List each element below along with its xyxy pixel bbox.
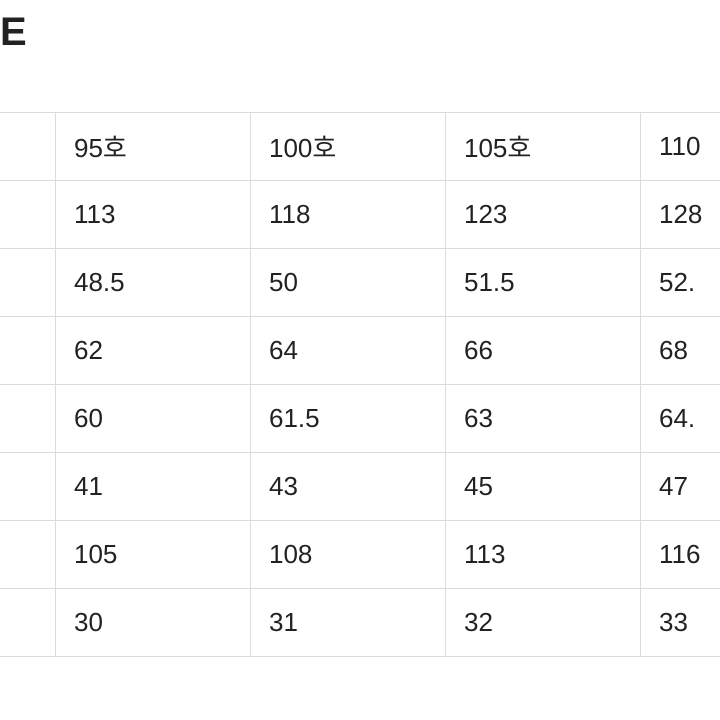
table-cell: 105 [56, 521, 251, 589]
table-cell: 118 [251, 181, 446, 249]
table-cell: 60 [56, 385, 251, 453]
table-cell: 51.5 [446, 249, 641, 317]
table-cell: 64. [641, 385, 720, 453]
table-cell: 113 [56, 181, 251, 249]
table-cell: 41 [56, 453, 251, 521]
table-row: 30 31 32 33 [0, 589, 720, 657]
table-cell: 116 [641, 521, 720, 589]
table-cell: 128 [641, 181, 720, 249]
table-cell: 105호 [446, 113, 641, 181]
table-cell [0, 113, 56, 181]
table-row: 41 43 45 47 [0, 453, 720, 521]
table-cell: 47 [641, 453, 720, 521]
table-row: 105 108 113 116 [0, 521, 720, 589]
table-cell: 64 [251, 317, 446, 385]
table-cell [0, 317, 56, 385]
table-cell: 52. [641, 249, 720, 317]
table-row: 48.5 50 51.5 52. [0, 249, 720, 317]
table-cell: 100호 [251, 113, 446, 181]
table-cell: 113 [446, 521, 641, 589]
table-cell: 48.5 [56, 249, 251, 317]
table-row: 62 64 66 68 [0, 317, 720, 385]
table-cell: 31 [251, 589, 446, 657]
table-cell [0, 453, 56, 521]
table-cell: 68 [641, 317, 720, 385]
table-cell: 30 [56, 589, 251, 657]
table-cell [0, 589, 56, 657]
table-cell: 108 [251, 521, 446, 589]
page-title: E [0, 10, 27, 55]
table-row: 113 118 123 128 [0, 181, 720, 249]
table-cell [0, 181, 56, 249]
table-cell: 123 [446, 181, 641, 249]
table-cell: 43 [251, 453, 446, 521]
table-row: 60 61.5 63 64. [0, 385, 720, 453]
size-table-container: 95호 100호 105호 110 113 118 123 128 48.5 5… [0, 112, 720, 657]
table-cell [0, 521, 56, 589]
table-cell: 95호 [56, 113, 251, 181]
table-cell: 32 [446, 589, 641, 657]
table-cell: 50 [251, 249, 446, 317]
table-cell: 61.5 [251, 385, 446, 453]
table-cell [0, 249, 56, 317]
table-cell: 63 [446, 385, 641, 453]
table-cell: 33 [641, 589, 720, 657]
table-cell: 62 [56, 317, 251, 385]
table-cell [0, 385, 56, 453]
table-cell: 110 [641, 113, 720, 181]
table-cell: 45 [446, 453, 641, 521]
size-table: 95호 100호 105호 110 113 118 123 128 48.5 5… [0, 112, 720, 657]
table-cell: 66 [446, 317, 641, 385]
table-row: 95호 100호 105호 110 [0, 113, 720, 181]
